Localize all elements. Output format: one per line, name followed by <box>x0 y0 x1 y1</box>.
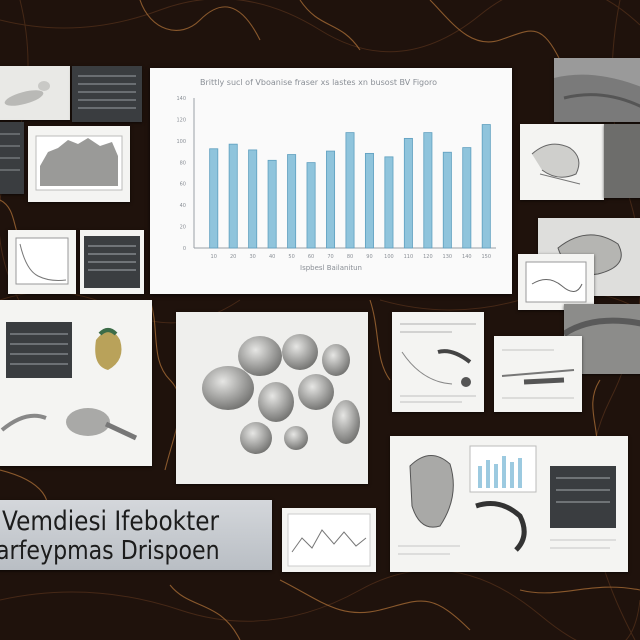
x-tick-label: 150 <box>481 254 491 260</box>
thumbnail-bone-scan <box>0 66 70 120</box>
x-tick-label: 40 <box>269 254 275 260</box>
x-tick-label: 120 <box>423 254 433 260</box>
x-tick-label: 10 <box>211 254 217 260</box>
bar <box>267 159 277 249</box>
bar <box>384 156 394 249</box>
thumbnail-specimen-panel <box>0 300 152 466</box>
chart-x-axis-label: Ispbesl Bailanitun <box>300 264 362 272</box>
caption-plate: Vemdiesi Ifebokter arfeypmas Drispoen <box>0 500 272 570</box>
chart-plot-area: 0 20 40 60 80 100 120 140 10 20 30 40 50 60 70 80 90 100 1… <box>176 96 496 260</box>
thumbnail-lobe-sketch <box>520 124 604 200</box>
y-tick-label: 20 <box>180 225 186 231</box>
y-tick-label: 120 <box>176 117 186 123</box>
thumbnail-waveform-plot <box>282 508 376 572</box>
x-tick-label: 130 <box>443 254 453 260</box>
x-tick-label: 60 <box>308 254 314 260</box>
caption-line-2: arfeypmas Drispoen <box>0 536 220 566</box>
thumbnail-grey-scan-top-right <box>554 58 640 122</box>
x-tick-label: 140 <box>462 254 472 260</box>
thumbnail-data-panel <box>72 66 142 122</box>
x-tick-label: 90 <box>366 254 372 260</box>
bar <box>209 148 219 249</box>
y-tick-label: 60 <box>180 182 186 188</box>
bottom-right-composite-panel <box>390 436 628 572</box>
x-tick-label: 110 <box>404 254 414 260</box>
specimen-photo-cluster <box>176 312 368 484</box>
y-tick-label: 140 <box>176 96 186 102</box>
bar <box>345 132 355 249</box>
bar <box>442 151 452 249</box>
y-tick-label: 100 <box>176 139 186 145</box>
thumbnail-small-diagram <box>518 254 594 310</box>
thumbnail-report-page <box>392 312 484 412</box>
bar <box>228 143 238 249</box>
bar <box>462 147 472 249</box>
y-tick-label: 80 <box>180 160 186 166</box>
bar <box>364 152 374 249</box>
bar <box>423 132 433 249</box>
x-tick-label: 20 <box>230 254 236 260</box>
chart-title: Brittly sucl of Vboanise fraser xs laste… <box>200 78 438 87</box>
bar <box>481 124 491 249</box>
bar <box>306 162 316 249</box>
thumbnail-spectrum-plot <box>28 126 130 202</box>
x-tick-label: 50 <box>288 254 294 260</box>
thumbnail-decay-curve <box>8 230 76 294</box>
x-tick-label: 80 <box>347 254 353 260</box>
thumbnail-profile-sketch <box>494 336 582 412</box>
x-tick-label: 70 <box>327 254 333 260</box>
thumbnail-table-panel <box>80 230 144 294</box>
bar <box>403 137 413 249</box>
y-tick-label: 0 <box>183 246 186 252</box>
x-tick-label: 30 <box>249 254 255 260</box>
y-tick-label: 40 <box>180 203 186 209</box>
thumbnail-narrow-panel <box>0 122 24 194</box>
bar <box>326 150 336 249</box>
bar <box>248 149 258 249</box>
main-bar-chart: Brittly sucl of Vboanise fraser xs laste… <box>150 68 512 294</box>
caption-line-1: Vemdiesi Ifebokter <box>2 506 220 537</box>
x-tick-label: 100 <box>384 254 394 260</box>
thumbnail-dark-scan-right <box>604 124 640 198</box>
bar <box>287 154 297 249</box>
